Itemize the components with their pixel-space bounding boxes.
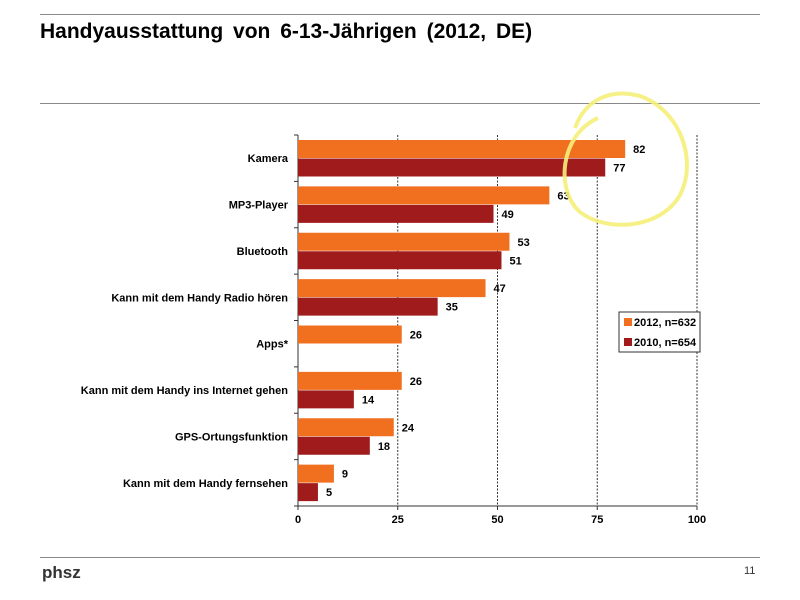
bar-2010 (298, 158, 606, 177)
data-label: 51 (509, 255, 521, 267)
bar-2010 (298, 483, 318, 502)
category-label: GPS-Ortungsfunktion (175, 431, 288, 443)
data-label: 9 (342, 469, 348, 481)
data-label: 49 (502, 209, 514, 221)
category-label: Bluetooth (237, 246, 289, 258)
category-label: Kann mit dem Handy ins Internet gehen (81, 385, 288, 397)
x-tick-label: 50 (491, 514, 503, 526)
x-tick-label: 25 (392, 514, 404, 526)
category-label: MP3-Player (229, 200, 289, 212)
bar-2010 (298, 297, 438, 316)
page-number: 11 (744, 565, 756, 577)
data-label: 53 (517, 237, 529, 249)
bar-2012 (298, 325, 402, 344)
category-label: Kann mit dem Handy fernsehen (123, 478, 288, 490)
data-label: 5 (326, 487, 332, 499)
data-label: 82 (633, 144, 645, 156)
legend-label: 2012, n=632 (634, 317, 696, 329)
bar-2010 (298, 436, 370, 455)
highlight-circle-annotation (562, 91, 689, 227)
category-label: Apps* (256, 339, 289, 351)
bar-2010 (298, 204, 494, 223)
data-label: 47 (494, 283, 506, 295)
title-rule (40, 103, 760, 104)
legend-swatch (624, 338, 632, 346)
x-tick-label: 0 (295, 514, 301, 526)
bar-2012 (298, 279, 486, 298)
logo: phsz (42, 563, 81, 582)
bar-2010 (298, 251, 502, 270)
category-label: Kann mit dem Handy Radio hören (111, 292, 288, 304)
bar-2010 (298, 390, 354, 409)
data-label: 77 (613, 163, 625, 175)
page-title: Handyausstattung von 6-13-Jährigen (2012… (40, 20, 533, 43)
category-label: Kamera (248, 153, 289, 165)
bar-2012 (298, 418, 394, 437)
bar-2012 (298, 371, 402, 390)
data-label: 35 (446, 302, 458, 314)
bar-2012 (298, 464, 334, 483)
legend-swatch (624, 318, 632, 326)
x-tick-label: 100 (688, 514, 706, 526)
bar-2012 (298, 140, 626, 158)
data-label: 18 (378, 441, 390, 453)
legend-label: 2010, n=654 (634, 337, 697, 349)
bar-2012 (298, 232, 510, 251)
bar-2012 (298, 186, 550, 205)
top-rule (40, 14, 760, 15)
data-label: 26 (410, 330, 422, 342)
data-label: 14 (362, 394, 375, 406)
data-label: 26 (410, 376, 422, 388)
footer-rule (40, 557, 760, 558)
x-tick-label: 75 (591, 514, 603, 526)
legend-box (618, 311, 701, 353)
data-label: 24 (402, 422, 415, 434)
